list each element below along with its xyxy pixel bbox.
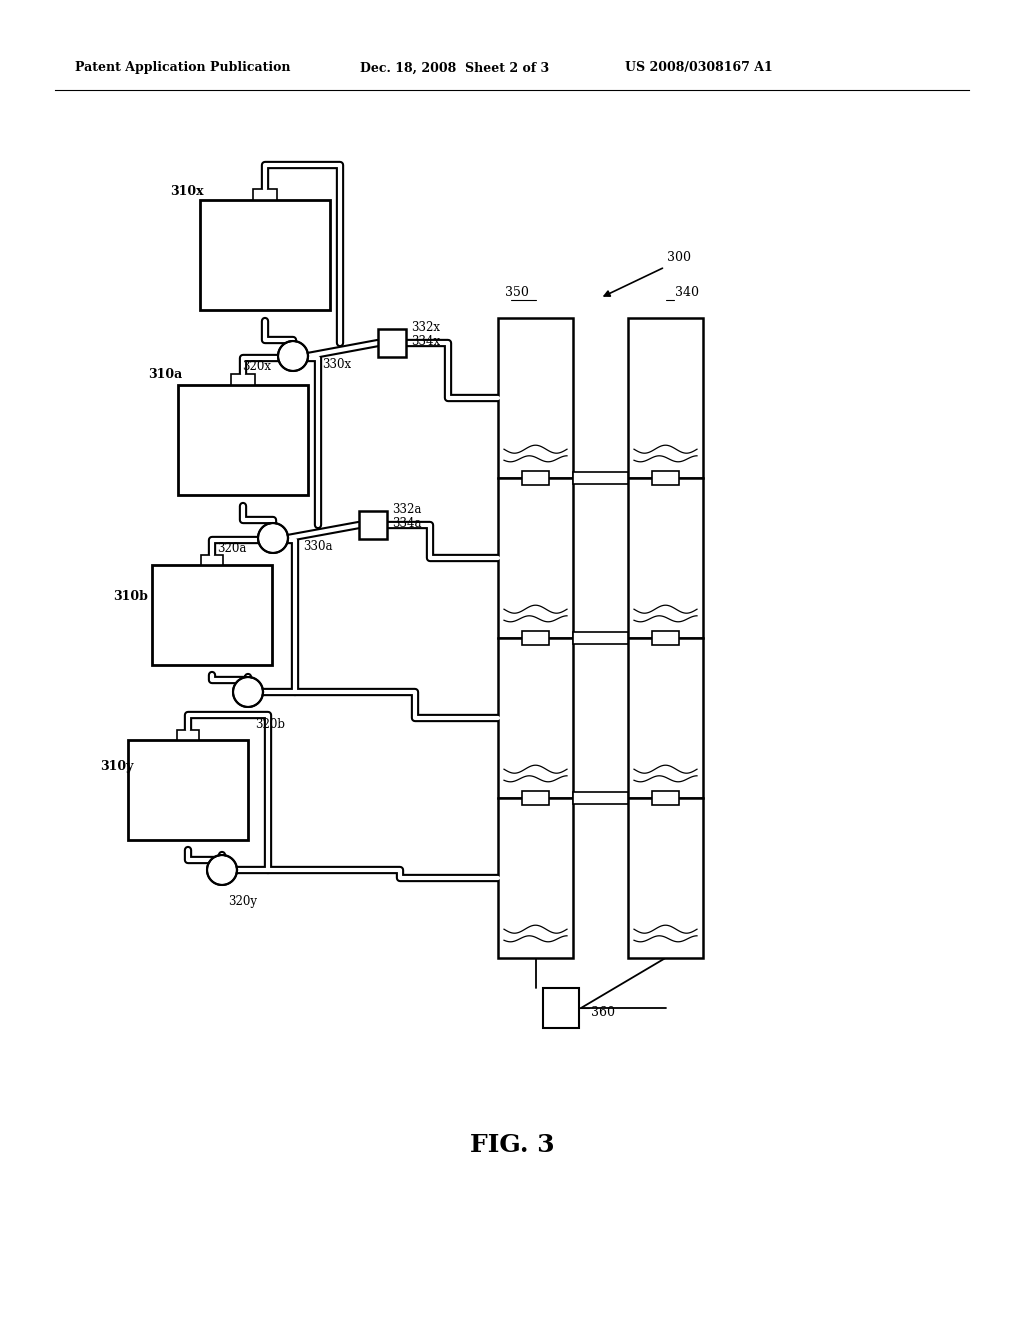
Bar xyxy=(652,791,679,805)
Text: Patent Application Publication: Patent Application Publication xyxy=(75,62,291,74)
Text: 310b: 310b xyxy=(113,590,147,603)
Text: 310a: 310a xyxy=(148,368,182,381)
Text: 334a: 334a xyxy=(392,517,422,531)
Bar xyxy=(652,471,679,484)
Bar xyxy=(359,511,387,539)
Text: 320b: 320b xyxy=(255,718,285,731)
Bar xyxy=(201,554,223,565)
Bar xyxy=(573,473,628,484)
Bar xyxy=(628,478,703,638)
Bar xyxy=(231,374,255,385)
Text: Dec. 18, 2008  Sheet 2 of 3: Dec. 18, 2008 Sheet 2 of 3 xyxy=(360,62,549,74)
Text: FIG. 3: FIG. 3 xyxy=(470,1133,554,1158)
Bar xyxy=(522,631,549,645)
Text: 350: 350 xyxy=(506,286,529,300)
Bar xyxy=(498,799,573,958)
Bar xyxy=(498,478,573,638)
Bar xyxy=(200,201,330,310)
Text: US 2008/0308167 A1: US 2008/0308167 A1 xyxy=(625,62,773,74)
Circle shape xyxy=(234,678,262,706)
Bar xyxy=(152,565,272,665)
Bar xyxy=(573,632,628,644)
Bar xyxy=(652,631,679,645)
Bar xyxy=(498,318,573,478)
Text: 334x: 334x xyxy=(411,335,440,348)
Text: 340: 340 xyxy=(676,286,699,300)
Circle shape xyxy=(259,524,287,552)
Bar xyxy=(378,329,406,356)
Bar xyxy=(498,638,573,799)
Bar xyxy=(543,987,579,1028)
Text: 330x: 330x xyxy=(322,358,351,371)
Bar xyxy=(177,730,199,741)
Text: 320a: 320a xyxy=(217,543,247,554)
Bar xyxy=(522,791,549,805)
Text: 320x: 320x xyxy=(242,360,271,374)
Text: 330a: 330a xyxy=(303,540,333,553)
Bar xyxy=(628,799,703,958)
Bar xyxy=(628,318,703,478)
Bar xyxy=(128,741,248,840)
Text: 310y: 310y xyxy=(100,760,133,774)
Bar xyxy=(573,792,628,804)
Text: 310x: 310x xyxy=(170,185,204,198)
Circle shape xyxy=(279,342,307,370)
Text: 332a: 332a xyxy=(392,503,421,516)
Text: 360: 360 xyxy=(591,1006,615,1019)
Text: 300: 300 xyxy=(667,251,691,264)
Circle shape xyxy=(208,855,236,884)
Bar xyxy=(522,471,549,484)
Text: 320y: 320y xyxy=(228,895,257,908)
Text: 332x: 332x xyxy=(411,321,440,334)
Bar xyxy=(628,638,703,799)
Bar xyxy=(253,189,276,201)
Bar xyxy=(178,385,308,495)
